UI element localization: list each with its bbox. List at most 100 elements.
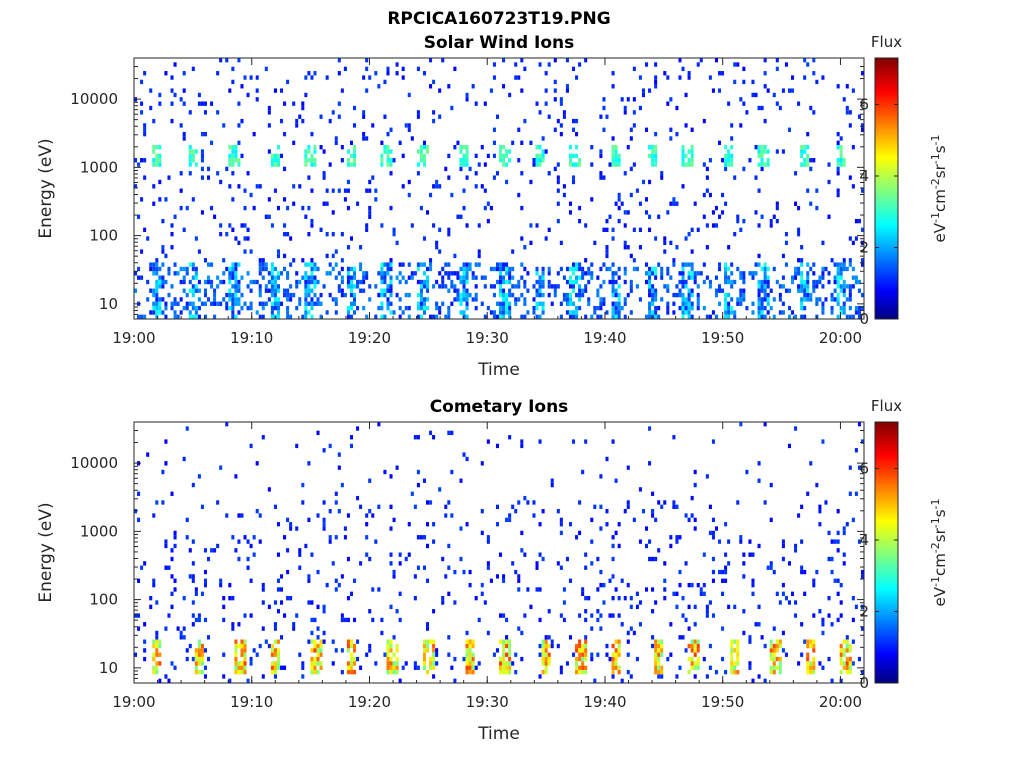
flux-cell [602,301,606,306]
flux-cell [672,292,676,298]
flux-cell [502,643,506,649]
flux-cell [435,245,439,250]
flux-cell [730,305,734,311]
flux-cell [152,162,156,167]
flux-cell [280,271,284,276]
flux-cell [678,665,682,670]
flux-cell [781,539,785,544]
flux-cell [435,184,439,189]
flux-cell [258,513,262,518]
flux-cell [252,205,256,211]
flux-cell [772,569,776,575]
flux-cell [276,314,280,319]
flux-cell [724,297,728,302]
flux-cell [730,639,734,644]
flux-cell [836,145,840,150]
flux-cell [629,166,633,172]
flux-cell [304,158,308,163]
flux-cell [191,153,195,159]
flux-cell [508,305,512,311]
flux-cell [307,262,311,267]
flux-cell [584,648,588,653]
flux-cell [538,292,542,298]
flux-cell [137,275,141,280]
flux-cell [675,284,679,289]
flux-cell [377,422,381,427]
flux-cell [322,526,326,531]
flux-cell [222,271,226,276]
flux-cell [401,66,405,72]
flux-cell [386,71,390,76]
flux-cell [234,236,238,241]
flux-cell [188,288,192,293]
flux-cell [821,622,825,627]
flux-cell [693,643,697,649]
flux-cell [651,162,655,167]
flux-cell [760,314,764,319]
flux-cell [638,622,642,627]
flux-cell [134,652,138,657]
flux-cell [228,223,232,228]
flux-cell [806,661,810,666]
flux-cell [508,149,512,154]
flux-cell [459,297,463,302]
flux-cell [185,205,189,211]
flux-cell [827,214,831,219]
flux-cell [778,297,782,302]
flux-cell [794,543,798,549]
flux-cell [724,669,728,675]
flux-cell [164,305,168,311]
flux-cell [179,97,183,102]
flux-cell [459,310,463,315]
flux-cell [818,275,822,280]
flux-cell [587,279,591,285]
flux-cell [495,279,499,285]
flux-cell [511,292,515,298]
flux-cell [632,123,636,128]
flux-cell [660,665,664,670]
flux-cell [839,158,843,163]
flux-cell [739,288,743,293]
flux-cell [280,574,284,579]
flux-cell [213,548,217,553]
flux-cell [635,188,639,193]
flux-cell [608,613,612,618]
y-tick-label: 100 [89,227,118,245]
flux-cell [429,661,433,666]
flux-cell [304,543,308,549]
flux-cell [742,79,746,85]
flux-cell [422,71,426,76]
flux-cell [462,262,466,267]
flux-cell [243,205,247,211]
flux-cell [502,314,506,319]
flux-cell [310,75,314,80]
flux-cell [276,249,280,254]
flux-cell [283,266,287,272]
flux-cell [276,656,280,662]
flux-cell [270,665,274,670]
flux-cell [608,162,612,167]
flux-cell [766,275,770,280]
flux-cell [322,604,326,610]
flux-cell [422,301,426,306]
flux-cell [216,171,220,176]
flux-cell [286,569,290,575]
flux-cell [176,626,180,631]
flux-cell [155,271,159,276]
flux-cell [617,652,621,657]
flux-cell [742,275,746,280]
flux-cell [565,266,569,272]
flux-cell [313,266,317,272]
flux-cell [632,258,636,263]
flux-cell [696,284,700,289]
flux-cell [386,266,390,272]
flux-cell [197,652,201,657]
flux-cell [678,271,682,276]
flux-cell [562,297,566,302]
flux-cell [857,314,861,319]
flux-cell [386,145,390,150]
flux-cell [669,535,673,540]
flux-cell [316,297,320,302]
flux-cell [471,271,475,276]
flux-cell [508,669,512,675]
